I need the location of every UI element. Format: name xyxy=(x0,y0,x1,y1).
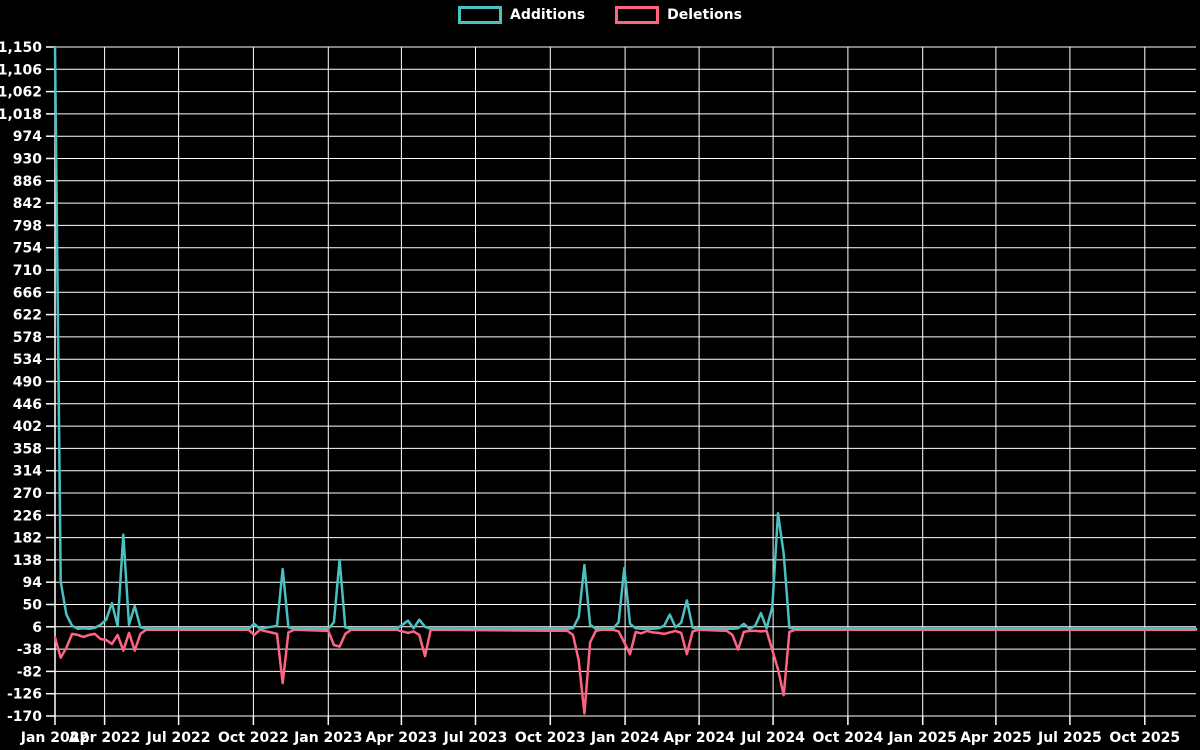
y-tick-label: 578 xyxy=(13,330,42,346)
y-tick-label: 490 xyxy=(13,375,42,391)
y-tick-label: 402 xyxy=(13,419,42,435)
y-tick-label: -170 xyxy=(7,709,42,725)
y-tick-label: 226 xyxy=(13,508,42,524)
y-tick-label: 798 xyxy=(13,218,42,234)
x-tick-label: Jan 2025 xyxy=(887,730,956,746)
x-tick-label: Jan 2024 xyxy=(590,730,660,746)
y-tick-label: -126 xyxy=(7,687,42,703)
y-tick-label: -82 xyxy=(17,664,42,680)
legend-item-additions[interactable]: Additions xyxy=(458,6,585,24)
y-tick-label: 666 xyxy=(13,285,42,301)
y-tick-label: 842 xyxy=(13,196,42,212)
y-tick-label: 1,150 xyxy=(0,40,42,56)
x-tick-label: Jul 2022 xyxy=(146,730,211,746)
y-tick-label: 50 xyxy=(23,598,43,614)
additions-swatch-icon xyxy=(458,6,503,24)
y-tick-label: 886 xyxy=(13,174,42,190)
y-tick-label: 534 xyxy=(13,352,42,368)
legend-label-additions: Additions xyxy=(510,7,586,23)
chart-legend: Additions Deletions xyxy=(0,6,1200,24)
y-tick-label: 138 xyxy=(13,553,42,569)
x-tick-label: Apr 2022 xyxy=(69,730,141,746)
x-tick-label: Jul 2025 xyxy=(1037,730,1102,746)
y-tick-label: 622 xyxy=(13,308,42,324)
y-tick-label: 1,018 xyxy=(0,107,42,123)
y-tick-label: 182 xyxy=(13,531,42,547)
y-tick-label: 1,062 xyxy=(0,85,42,101)
x-tick-label: Jan 2022 xyxy=(20,730,89,746)
x-tick-label: Apr 2025 xyxy=(960,730,1032,746)
series-line-deletions xyxy=(53,628,1198,715)
legend-label-deletions: Deletions xyxy=(667,7,742,23)
y-tick-label: 94 xyxy=(23,575,43,591)
y-tick-label: 6 xyxy=(32,620,42,636)
x-tick-label: Apr 2023 xyxy=(366,730,438,746)
y-tick-label: 754 xyxy=(13,241,42,257)
y-tick-label: 974 xyxy=(13,129,42,145)
legend-item-deletions[interactable]: Deletions xyxy=(615,6,742,24)
x-tick-label: Oct 2025 xyxy=(1109,730,1180,746)
y-tick-label: 930 xyxy=(13,152,42,168)
x-tick-label: Jul 2024 xyxy=(740,730,805,746)
deletions-swatch-icon xyxy=(615,6,660,24)
x-tick-label: Jan 2023 xyxy=(293,730,362,746)
x-tick-label: Oct 2024 xyxy=(813,730,884,746)
x-tick-label: Oct 2022 xyxy=(218,730,289,746)
series-line-additions xyxy=(53,45,1198,631)
y-tick-label: 358 xyxy=(13,441,42,457)
y-tick-label: 314 xyxy=(13,464,42,480)
y-tick-label: 1,106 xyxy=(0,62,42,78)
x-tick-label: Apr 2024 xyxy=(663,730,735,746)
y-tick-label: 270 xyxy=(13,486,42,502)
x-tick-label: Oct 2023 xyxy=(515,730,586,746)
y-tick-label: 710 xyxy=(13,263,42,279)
x-tick-label: Jul 2023 xyxy=(443,730,508,746)
y-tick-label: -38 xyxy=(17,642,42,658)
y-tick-label: 446 xyxy=(13,397,42,413)
